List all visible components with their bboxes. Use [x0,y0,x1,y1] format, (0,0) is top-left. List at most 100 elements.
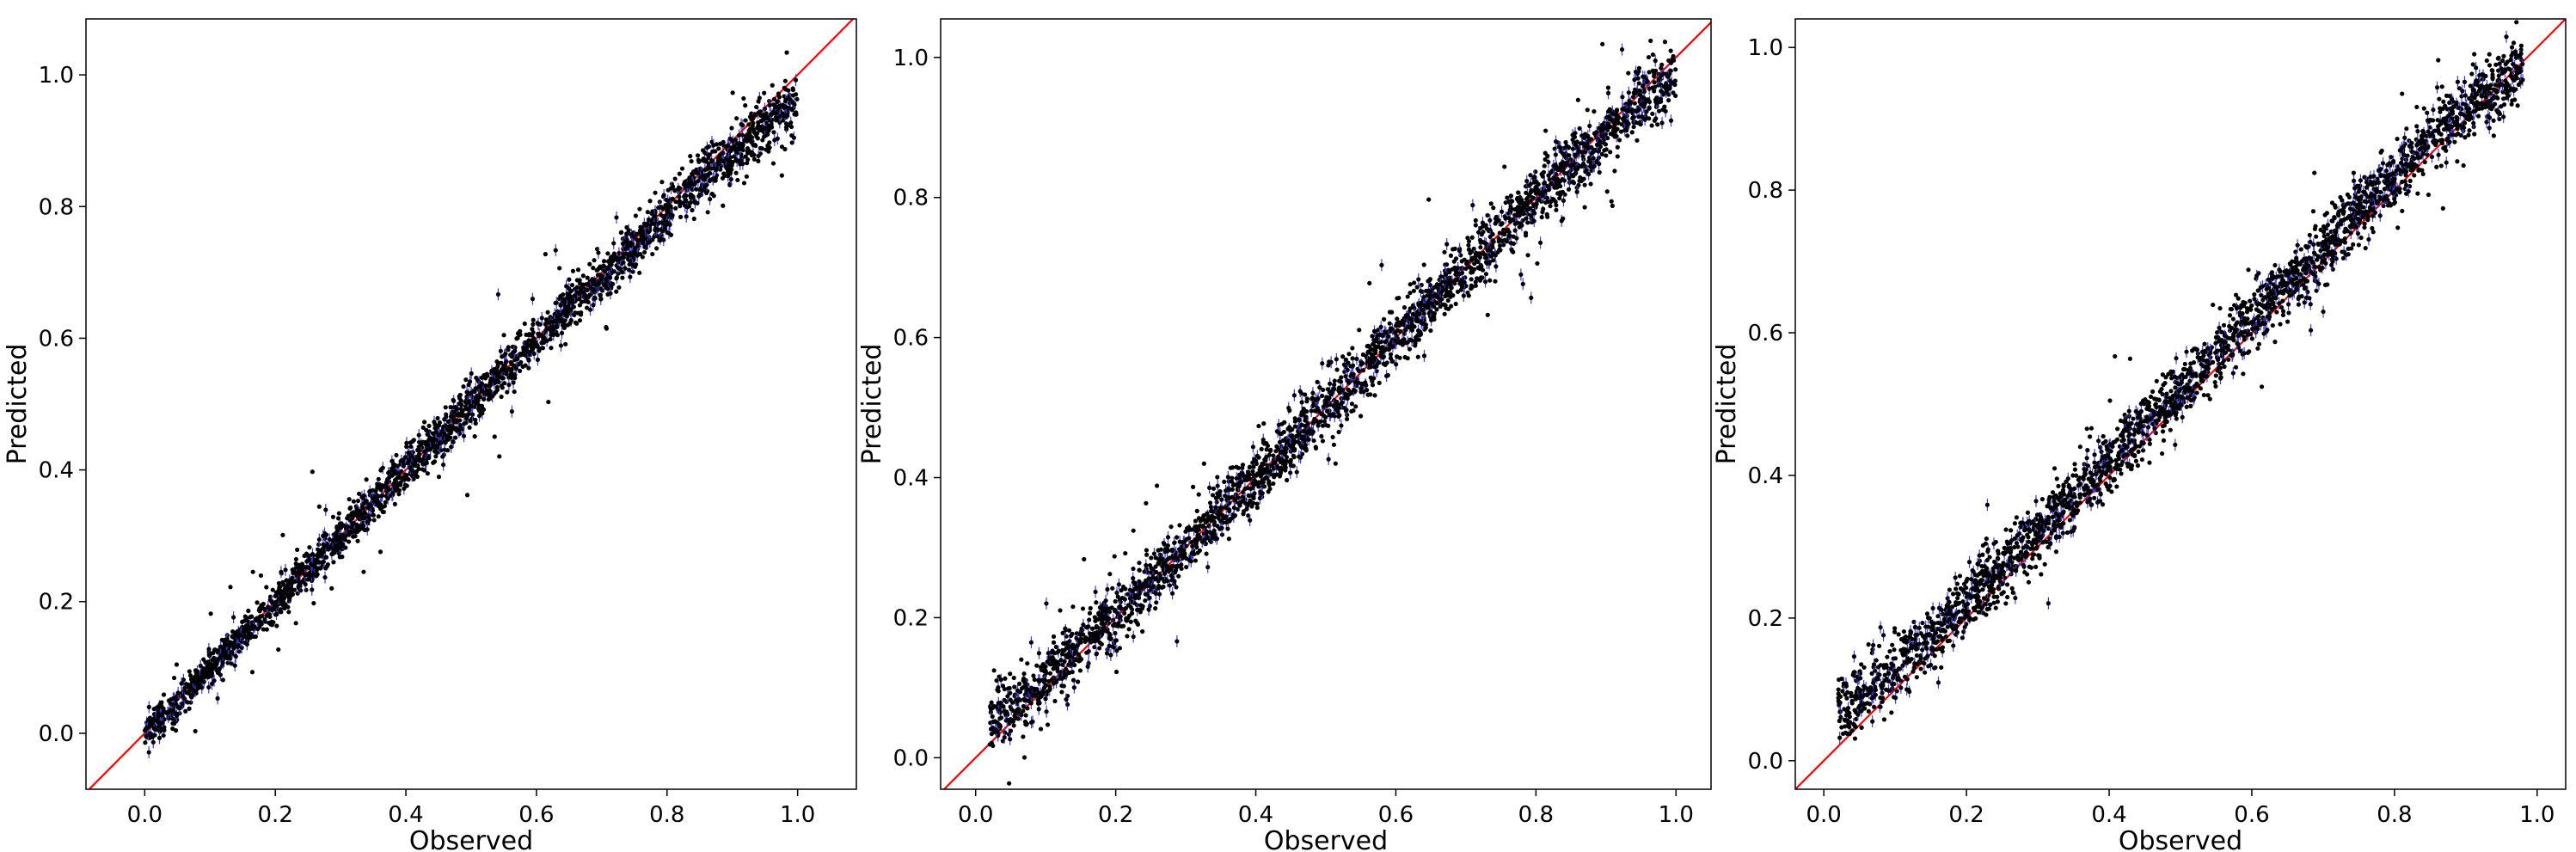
data-point [1485,312,1490,317]
data-point [1395,316,1400,322]
data-point [361,569,366,574]
data-point [540,346,546,351]
data-point [145,732,150,737]
data-point [1156,579,1161,584]
data-point [1673,93,1678,98]
data-point [460,413,465,419]
data-point [558,312,563,318]
data-point [653,190,658,195]
data-point [740,123,745,128]
data-point [702,184,708,189]
data-point [1457,248,1463,254]
data-point [1659,62,1665,67]
data-point [697,187,702,193]
data-point [708,197,713,202]
data-point [782,78,788,83]
data-point [303,573,308,578]
data-point [1363,380,1368,385]
data-point [739,152,744,157]
data-point [1592,109,1597,114]
data-point [586,281,591,287]
data-point [1619,122,1624,127]
data-point [1671,58,1677,63]
data-point [557,317,562,322]
data-point [630,242,635,247]
data-point [1504,239,1509,244]
data-point [410,450,415,455]
data-point [753,143,758,149]
data-point [402,486,407,491]
data-point [1146,607,1151,612]
data-point [564,314,569,319]
data-point [238,633,243,638]
data-point [1378,324,1383,329]
data-point [445,419,451,424]
data-point [285,591,290,597]
data-point [357,491,362,496]
data-point [1092,615,1097,620]
data-point [1284,458,1289,463]
data-point [1059,690,1064,695]
data-point [681,200,686,205]
data-point [1070,677,1076,683]
data-point [526,358,531,363]
data-point [654,227,659,232]
data-point [242,625,247,630]
data-point [757,95,762,101]
data-point [1448,253,1454,258]
data-point [469,404,474,409]
data-point [438,440,443,445]
data-point [431,438,436,444]
data-point [1383,373,1389,378]
data-point [433,454,439,459]
data-point [1623,101,1628,107]
data-point [334,547,340,552]
data-point [1502,231,1507,237]
data-point [751,156,757,162]
data-point [304,587,309,592]
data-point [389,490,396,496]
data-point [632,264,638,269]
data-point [1421,262,1426,267]
data-point [201,679,206,684]
data-point [650,251,655,257]
data-point [220,677,225,683]
data-point [1502,164,1507,169]
data-point [1558,192,1563,198]
data-point [441,462,446,468]
data-point [1473,283,1478,288]
data-point [518,352,523,358]
data-point [1575,97,1580,102]
data-point [785,123,790,128]
data-point [392,501,397,506]
data-point [180,694,185,699]
data-point [209,681,215,686]
data-point [990,714,995,719]
data-point [677,194,682,199]
data-point [1370,383,1376,388]
data-point [531,317,536,322]
data-point [1539,215,1544,220]
data-point [677,199,682,204]
data-point [727,136,733,141]
data-point [770,83,775,88]
data-point [1113,598,1118,604]
data-point [1544,211,1549,217]
data-point [161,732,166,739]
data-point [334,530,339,536]
data-point [1620,107,1625,112]
data-point [721,139,726,144]
data-point [672,176,678,181]
data-point [147,715,152,720]
data-point [183,690,189,695]
data-point [224,655,230,661]
data-point [745,161,750,166]
data-point [1023,713,1028,718]
data-point [172,720,177,726]
data-point [380,465,385,470]
data-point [654,246,659,251]
data-point [310,562,315,567]
axes-frame [85,18,857,790]
data-point [1021,708,1026,714]
data-point [690,207,695,213]
